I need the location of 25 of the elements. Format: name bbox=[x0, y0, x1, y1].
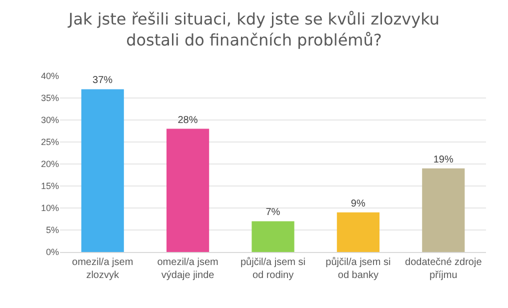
bar bbox=[81, 89, 124, 252]
data-label: 7% bbox=[266, 207, 280, 218]
x-tick-label: dodatečné zdroje příjmu bbox=[405, 257, 482, 281]
data-label: 9% bbox=[350, 198, 366, 210]
x-tick-label: omezil/a jsem výdaje jinde bbox=[157, 257, 218, 281]
bar bbox=[336, 212, 380, 252]
bar bbox=[422, 168, 465, 252]
y-tick-label: 40% bbox=[40, 71, 59, 82]
data-label: 28% bbox=[178, 114, 198, 126]
y-tick-label: 15% bbox=[40, 181, 59, 192]
data-label: 19% bbox=[433, 154, 454, 166]
y-tick-label: 5% bbox=[46, 225, 59, 236]
y-tick-label: 25% bbox=[40, 137, 59, 148]
y-tick-label: 0% bbox=[46, 247, 59, 258]
x-tick-label: půjčil/a jsem si od banky bbox=[326, 256, 391, 281]
y-tick-label: 10% bbox=[40, 203, 59, 214]
x-tick-label: půjčil/a jsem si od rodiny bbox=[240, 256, 306, 281]
y-tick-label: 20% bbox=[40, 159, 59, 170]
x-tick-label: omezil/a jsem zlozvyk bbox=[72, 257, 134, 281]
data-label: 37% bbox=[92, 75, 113, 86]
y-tick-label: 30% bbox=[40, 115, 59, 126]
y-tick-label: 35% bbox=[40, 93, 59, 104]
bar bbox=[252, 221, 294, 252]
bar bbox=[166, 128, 210, 252]
chart-title: Jak jste řešili situaci, kdy jste se kvůli zlozvyku dostali do finančních problémů? bbox=[67, 10, 440, 50]
